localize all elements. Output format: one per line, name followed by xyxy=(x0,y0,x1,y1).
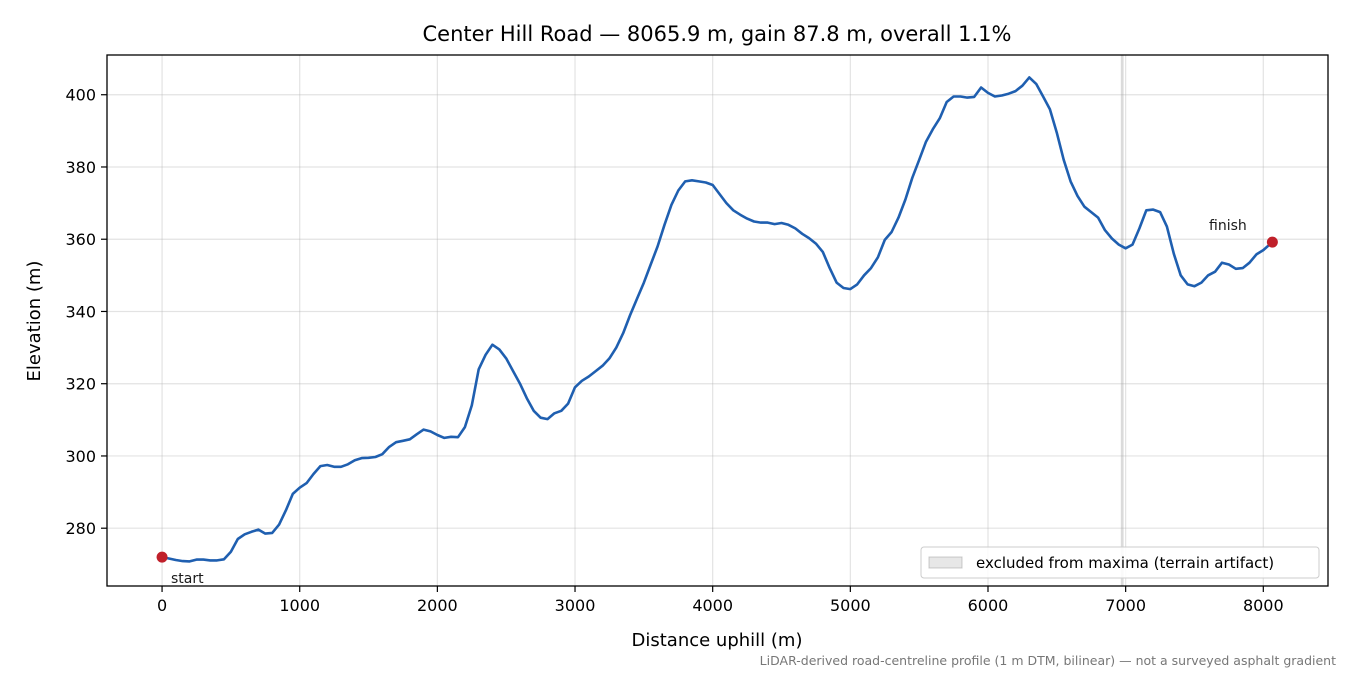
legend: excluded from maxima (terrain artifact) xyxy=(920,546,1320,579)
x-tick-label: 5000 xyxy=(830,596,871,615)
start-marker xyxy=(156,551,168,563)
excluded-band-group xyxy=(1120,55,1124,586)
legend-box xyxy=(920,546,1320,579)
y-tick-label: 320 xyxy=(65,375,96,394)
chart-title: Center Hill Road — 8065.9 m, gain 87.8 m… xyxy=(423,22,1012,46)
x-tick-label: 1000 xyxy=(279,596,320,615)
x-tick-label: 0 xyxy=(157,596,167,615)
y-tick-label: 360 xyxy=(65,230,96,249)
finish-marker xyxy=(1266,236,1278,248)
y-tick-label: 400 xyxy=(65,86,96,105)
x-tick-label: 2000 xyxy=(417,596,458,615)
y-axis-label: Elevation (m) xyxy=(24,261,45,382)
plot-frame xyxy=(106,54,1329,587)
x-tick-label: 7000 xyxy=(1105,596,1146,615)
legend-swatch xyxy=(928,556,963,569)
x-tick-label: 4000 xyxy=(692,596,733,615)
finish-label: finish xyxy=(1209,218,1247,234)
x-tick-label: 8000 xyxy=(1243,596,1284,615)
x-tick-label: 6000 xyxy=(968,596,1009,615)
y-tick-label: 300 xyxy=(65,447,96,466)
marker-group xyxy=(156,236,1278,563)
legend-label: excluded from maxima (terrain artifact) xyxy=(976,554,1274,572)
series-group xyxy=(160,76,1274,563)
excluded-band xyxy=(1120,55,1124,586)
elevation-line xyxy=(160,76,1274,563)
start-label: start xyxy=(171,571,204,587)
x-axis-label: Distance uphill (m) xyxy=(632,630,803,651)
y-tick-label: 380 xyxy=(65,158,96,177)
grid-lines xyxy=(107,55,1328,586)
y-tick-label: 280 xyxy=(65,519,96,538)
y-tick-label: 340 xyxy=(65,302,96,321)
footer-note: LiDAR-derived road-centreline profile (1… xyxy=(760,653,1336,668)
x-tick-label: 3000 xyxy=(555,596,596,615)
axis-ticks: 0 1000 2000 3000 4000 5000 6000 7000 8000 280 300 3… xyxy=(65,86,1283,615)
